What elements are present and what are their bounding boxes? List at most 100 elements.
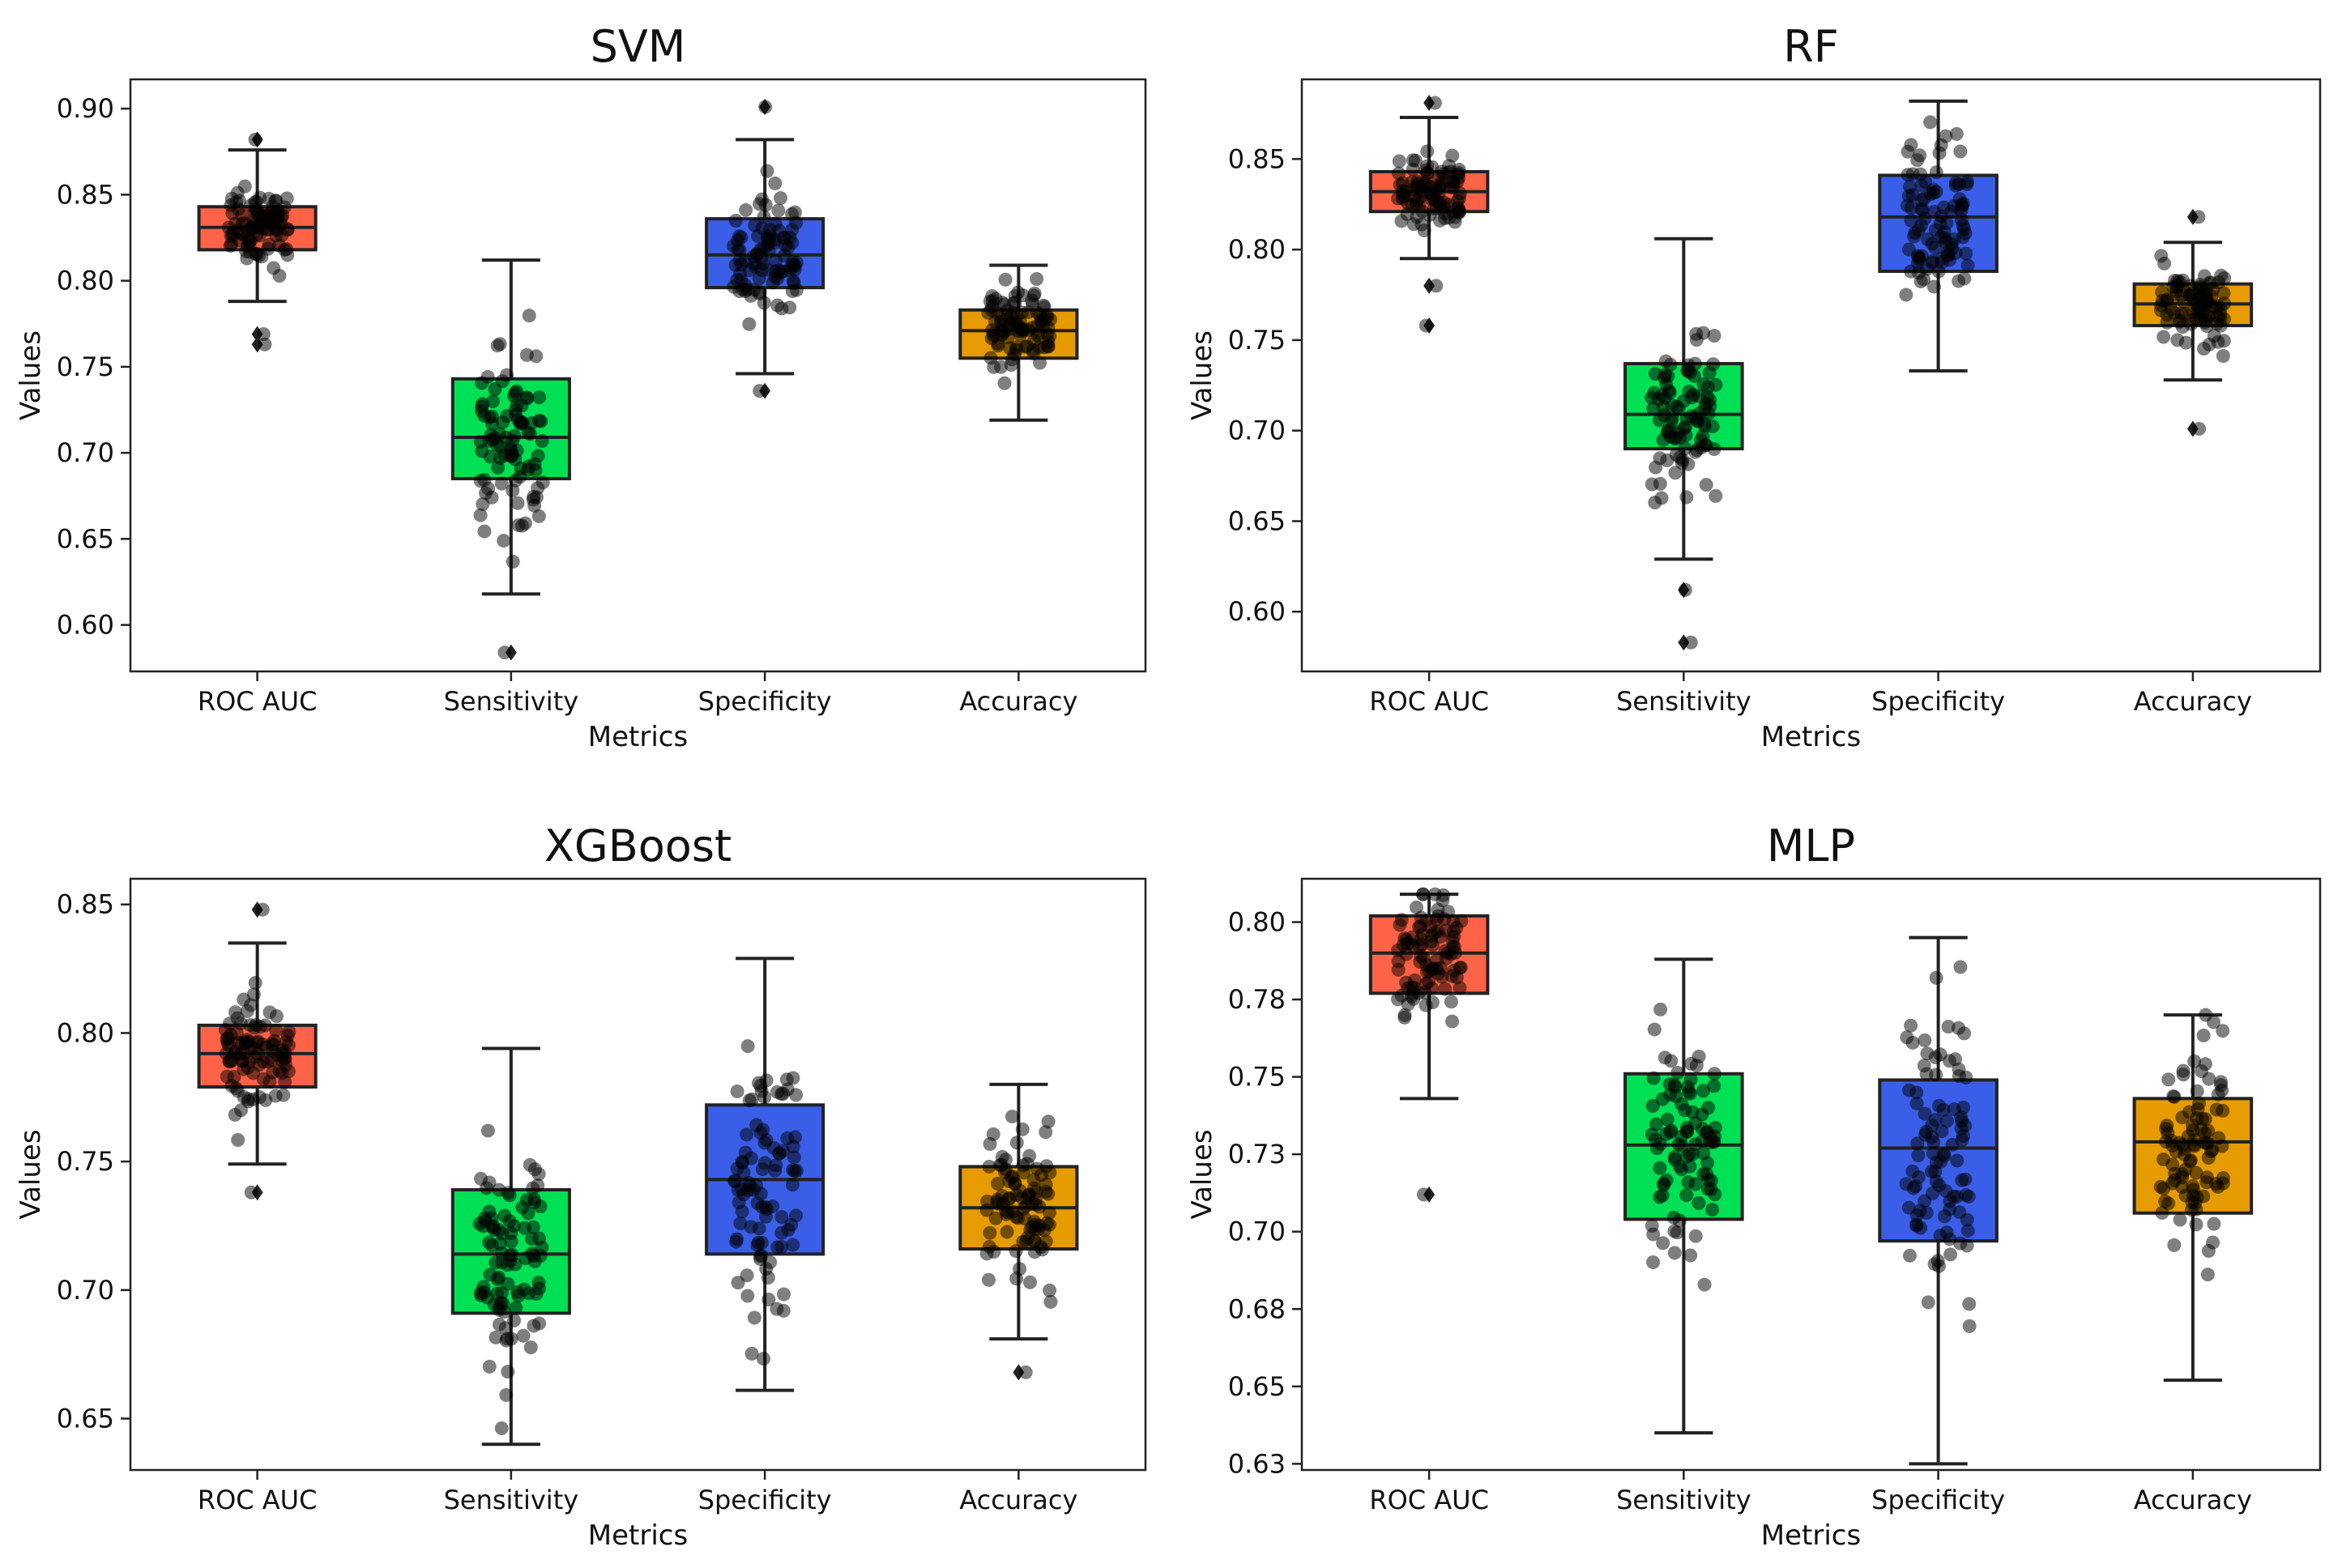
data-point xyxy=(730,1084,744,1099)
data-point xyxy=(2178,306,2192,321)
data-point xyxy=(531,1276,546,1290)
data-point xyxy=(1415,887,1430,901)
data-point xyxy=(2157,256,2172,271)
chart-panel-svm: SVM 0.60 0.65 0.70 0.75 0.80 0.85 0.90 Values Met… xyxy=(15,21,1147,753)
data-point xyxy=(1707,1079,1721,1093)
data-point xyxy=(2155,285,2169,300)
data-point xyxy=(520,391,535,406)
data-point xyxy=(225,229,240,244)
data-point xyxy=(1446,940,1461,954)
data-point xyxy=(1439,951,1453,965)
data-point xyxy=(1918,1106,1932,1121)
data-point xyxy=(1655,1092,1670,1106)
data-point xyxy=(979,1203,994,1217)
outlier-point xyxy=(1683,635,1698,650)
data-point xyxy=(1958,1172,1973,1187)
data-point xyxy=(998,272,1013,287)
data-point xyxy=(2201,1244,2216,1259)
data-point xyxy=(1412,919,1427,934)
data-point xyxy=(1939,1114,1954,1128)
data-point xyxy=(1904,1018,1918,1033)
data-point xyxy=(231,202,245,216)
data-point xyxy=(760,164,774,178)
plot-frame xyxy=(1300,78,2322,673)
data-point xyxy=(1414,937,1429,952)
data-point xyxy=(498,1321,513,1336)
x-tick-label: Accuracy xyxy=(2134,686,2252,717)
data-point xyxy=(766,1199,780,1214)
plot-frame xyxy=(1300,877,2322,1472)
data-point xyxy=(1659,1173,1674,1187)
data-point xyxy=(2198,1057,2212,1072)
data-point xyxy=(1433,178,1448,193)
data-point xyxy=(1953,144,1968,159)
data-point xyxy=(483,1268,497,1282)
data-point xyxy=(2190,1190,2204,1204)
data-point xyxy=(1409,197,1423,211)
data-point xyxy=(1665,398,1679,412)
data-point xyxy=(488,1330,503,1344)
x-tick-label: ROC AUC xyxy=(1369,686,1489,717)
data-point xyxy=(510,384,524,398)
data-point xyxy=(1660,1112,1674,1127)
data-point xyxy=(237,179,252,194)
data-point xyxy=(499,1387,514,1402)
data-point xyxy=(275,1046,290,1060)
data-point xyxy=(1410,900,1424,914)
y-tick-label: 0.65 xyxy=(1228,1371,1286,1402)
data-point xyxy=(248,976,262,991)
outlier-point xyxy=(753,384,767,398)
data-point xyxy=(532,390,547,405)
data-point xyxy=(1420,144,1435,159)
data-point xyxy=(1013,1262,1027,1276)
data-point xyxy=(763,1255,778,1269)
data-point xyxy=(1645,390,1659,405)
data-point xyxy=(493,337,507,352)
data-point xyxy=(1926,182,1940,197)
data-point xyxy=(1656,1236,1670,1251)
data-point xyxy=(1441,905,1456,919)
data-point xyxy=(1960,1212,1974,1227)
data-point xyxy=(1696,428,1710,443)
data-point xyxy=(477,524,492,539)
data-point xyxy=(1707,1129,1721,1144)
data-point xyxy=(730,273,744,288)
data-point xyxy=(1033,356,1047,370)
data-point xyxy=(983,351,998,365)
data-point xyxy=(1919,1124,1934,1139)
data-point xyxy=(2153,1179,2168,1194)
data-point xyxy=(1957,222,1972,236)
x-tick-label: Specificity xyxy=(1871,686,2005,717)
data-point xyxy=(1646,1255,1661,1269)
data-point xyxy=(1952,1020,1966,1035)
data-point xyxy=(987,1244,1001,1259)
x-axis-label: Metrics xyxy=(1761,721,1861,753)
data-point xyxy=(1920,1046,1935,1061)
data-point xyxy=(527,1248,541,1263)
data-point xyxy=(1026,1173,1041,1187)
data-point xyxy=(1447,963,1461,978)
data-point xyxy=(2190,1084,2204,1098)
y-axis-label: Values xyxy=(15,330,47,420)
data-point xyxy=(757,1352,771,1366)
data-point xyxy=(1444,181,1458,195)
chart-panel-rf: RF 0.60 0.65 0.70 0.75 0.80 0.85 Values Metrics R… xyxy=(1186,21,2322,753)
data-point xyxy=(1960,258,1975,273)
data-point xyxy=(2207,1216,2221,1231)
data-point xyxy=(237,1062,251,1076)
y-tick-label: 0.68 xyxy=(1228,1293,1286,1324)
data-point xyxy=(1041,1114,1056,1129)
data-point xyxy=(1008,296,1022,310)
data-point xyxy=(1647,1022,1662,1037)
data-point xyxy=(1932,1178,1947,1193)
data-point xyxy=(774,1239,789,1254)
chart-panel-mlp: MLP 0.63 0.65 0.68 0.70 0.73 0.75 0.78 0.80 Value… xyxy=(1186,820,2322,1552)
data-point xyxy=(2156,330,2171,344)
data-point xyxy=(481,481,496,496)
data-point xyxy=(1707,1067,1721,1081)
data-point xyxy=(1696,1084,1711,1098)
x-tick-label: Sensitivity xyxy=(1616,686,1751,717)
data-point xyxy=(494,1421,509,1436)
data-point xyxy=(2175,1110,2190,1125)
data-point xyxy=(482,433,497,448)
